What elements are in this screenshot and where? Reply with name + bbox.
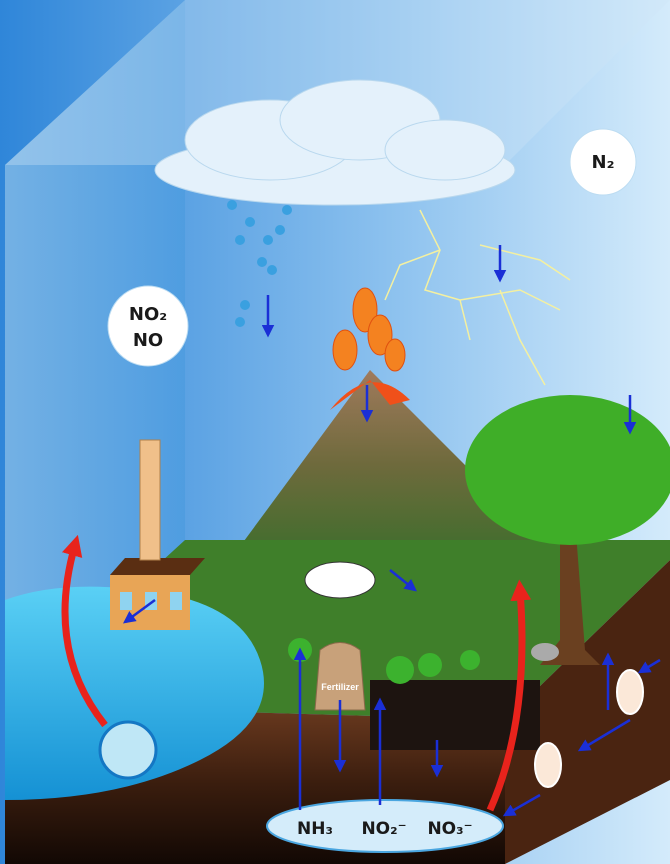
root-nodule <box>535 743 561 787</box>
windows <box>120 592 182 610</box>
mouse <box>531 643 559 661</box>
atmosphere-label: N₂ <box>592 152 615 173</box>
cow <box>305 562 375 598</box>
emissions-bubble <box>108 286 188 366</box>
chimney <box>140 440 160 560</box>
factory-roof <box>110 558 205 575</box>
bacteria <box>100 722 156 778</box>
fertilizer-bag <box>315 643 365 711</box>
canopy <box>465 395 670 545</box>
scene: Fertilizer N₂ NO₂ NO NH₃ NO₂⁻ NO₃⁻ <box>0 0 670 864</box>
soil-compound-label: NO₃⁻ <box>427 819 472 839</box>
soil-compound-label: NO₂⁻ <box>361 819 406 839</box>
emission-label: NO₂ <box>129 304 167 325</box>
emission-label: NO <box>133 330 163 351</box>
soil-compound-label: NH₃ <box>297 819 333 839</box>
nitrogen-cycle-diagram: Fertilizer N₂ NO₂ NO NH₃ NO₂⁻ NO₃⁻ <box>0 0 670 864</box>
root-nodule <box>617 670 643 714</box>
fertilizer-label: Fertilizer <box>321 682 359 692</box>
